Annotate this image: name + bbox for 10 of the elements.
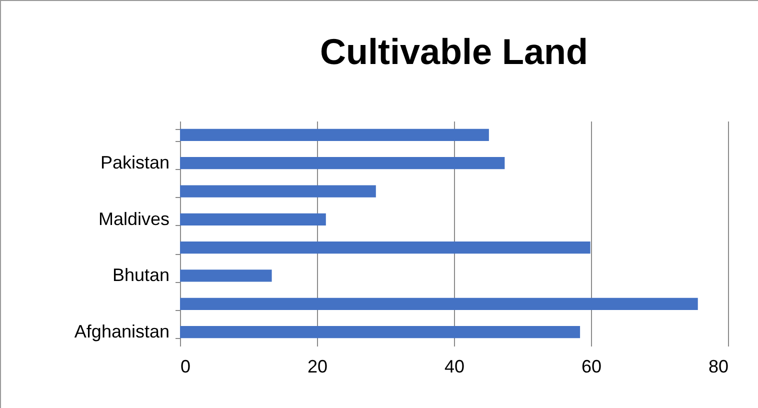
x-tick-label: 60: [581, 356, 602, 376]
y-tick-label: Pakistan: [100, 152, 170, 173]
y-tick-label: Bhutan: [112, 265, 170, 286]
x-tick-label: 40: [444, 356, 465, 376]
x-tick-label: 80: [708, 356, 728, 376]
chart-title: Cultivable Land: [320, 31, 588, 72]
y-tick-label: Afghanistan: [74, 322, 170, 342]
x-tick-label: 20: [307, 356, 328, 376]
y-tick-label: Maldives: [98, 208, 170, 229]
x-tick-label: 0: [180, 356, 191, 376]
